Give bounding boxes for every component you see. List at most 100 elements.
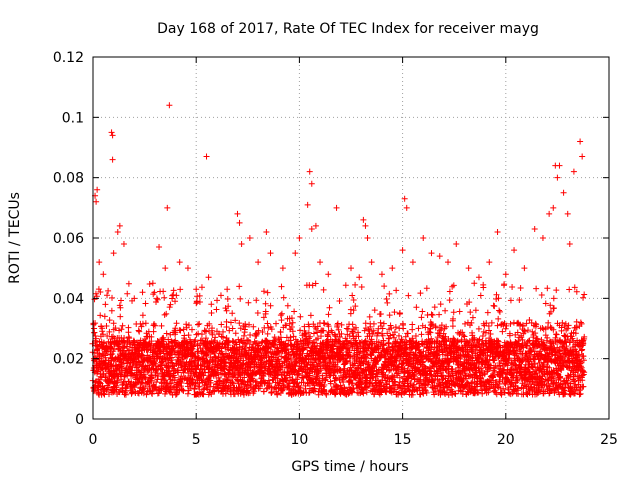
data-point xyxy=(201,327,208,334)
data-point xyxy=(505,355,512,362)
data-point xyxy=(349,380,356,387)
data-point xyxy=(450,282,457,289)
data-point xyxy=(146,280,153,287)
data-point xyxy=(415,341,422,348)
data-point xyxy=(557,375,564,382)
data-point xyxy=(154,296,161,303)
data-point xyxy=(391,334,398,341)
data-point xyxy=(458,336,465,343)
data-point xyxy=(349,321,356,328)
data-point xyxy=(378,354,385,361)
data-point xyxy=(321,387,328,394)
data-point xyxy=(106,317,113,324)
data-point xyxy=(469,314,476,321)
data-point xyxy=(268,326,275,333)
data-point xyxy=(136,328,143,335)
data-point xyxy=(236,344,243,351)
data-point xyxy=(428,321,435,328)
data-point xyxy=(461,333,468,340)
data-point xyxy=(526,337,533,344)
data-point xyxy=(516,296,523,303)
data-point xyxy=(547,302,554,309)
data-point xyxy=(502,325,509,332)
data-point xyxy=(484,353,491,360)
data-point xyxy=(206,364,213,371)
data-point xyxy=(114,377,121,384)
data-point xyxy=(368,336,375,343)
data-point xyxy=(177,383,184,390)
data-point xyxy=(276,380,283,387)
data-point xyxy=(242,345,249,352)
data-point xyxy=(322,357,329,364)
data-point xyxy=(278,353,285,360)
data-point xyxy=(164,351,171,358)
data-point xyxy=(496,307,503,314)
data-point xyxy=(370,320,377,327)
data-point xyxy=(321,381,328,388)
data-point xyxy=(122,391,129,398)
data-point xyxy=(304,344,311,351)
data-point xyxy=(218,321,225,328)
data-point xyxy=(468,385,475,392)
data-point xyxy=(352,303,359,310)
data-point xyxy=(324,333,331,340)
data-point xyxy=(422,324,429,331)
data-point xyxy=(391,329,398,336)
data-point xyxy=(293,359,300,366)
data-point xyxy=(258,339,265,346)
data-point xyxy=(514,329,521,336)
data-point xyxy=(420,348,427,355)
data-point xyxy=(438,326,445,333)
data-point xyxy=(206,361,213,368)
data-point xyxy=(451,390,458,397)
data-point xyxy=(223,307,230,314)
data-point xyxy=(268,371,275,378)
data-point xyxy=(482,329,489,336)
data-point xyxy=(417,376,424,383)
data-point xyxy=(380,320,387,327)
data-point xyxy=(466,299,473,306)
data-point xyxy=(519,322,526,329)
data-point xyxy=(391,309,398,316)
data-point xyxy=(495,384,502,391)
data-point xyxy=(460,332,467,339)
data-point xyxy=(350,307,357,314)
data-point xyxy=(321,320,328,327)
data-point xyxy=(537,348,544,355)
data-point xyxy=(536,360,543,367)
data-point xyxy=(483,320,490,327)
data-point xyxy=(471,280,478,287)
data-point xyxy=(429,311,436,318)
data-point xyxy=(402,333,409,340)
data-point xyxy=(163,310,170,317)
data-point xyxy=(148,373,155,380)
data-point xyxy=(122,352,129,359)
data-point xyxy=(550,295,557,302)
data-point xyxy=(183,321,190,328)
data-point xyxy=(189,376,196,383)
data-point xyxy=(423,389,430,396)
data-point xyxy=(544,285,551,292)
data-point xyxy=(128,390,135,397)
data-point xyxy=(225,339,232,346)
data-point xyxy=(396,309,403,316)
data-point xyxy=(198,376,205,383)
data-point xyxy=(117,313,124,320)
data-point xyxy=(169,295,176,302)
data-point xyxy=(315,360,322,367)
data-point xyxy=(486,356,493,363)
data-point xyxy=(377,319,384,326)
data-point xyxy=(529,328,536,335)
data-point xyxy=(507,320,514,327)
data-point xyxy=(428,346,435,353)
data-point xyxy=(495,315,502,322)
data-point xyxy=(196,298,203,305)
data-point xyxy=(472,307,479,314)
data-point xyxy=(320,327,327,334)
data-point xyxy=(481,369,488,376)
data-point xyxy=(349,328,356,335)
data-point xyxy=(559,319,566,326)
data-point xyxy=(130,337,137,344)
data-point xyxy=(239,377,246,384)
data-point xyxy=(163,330,170,337)
